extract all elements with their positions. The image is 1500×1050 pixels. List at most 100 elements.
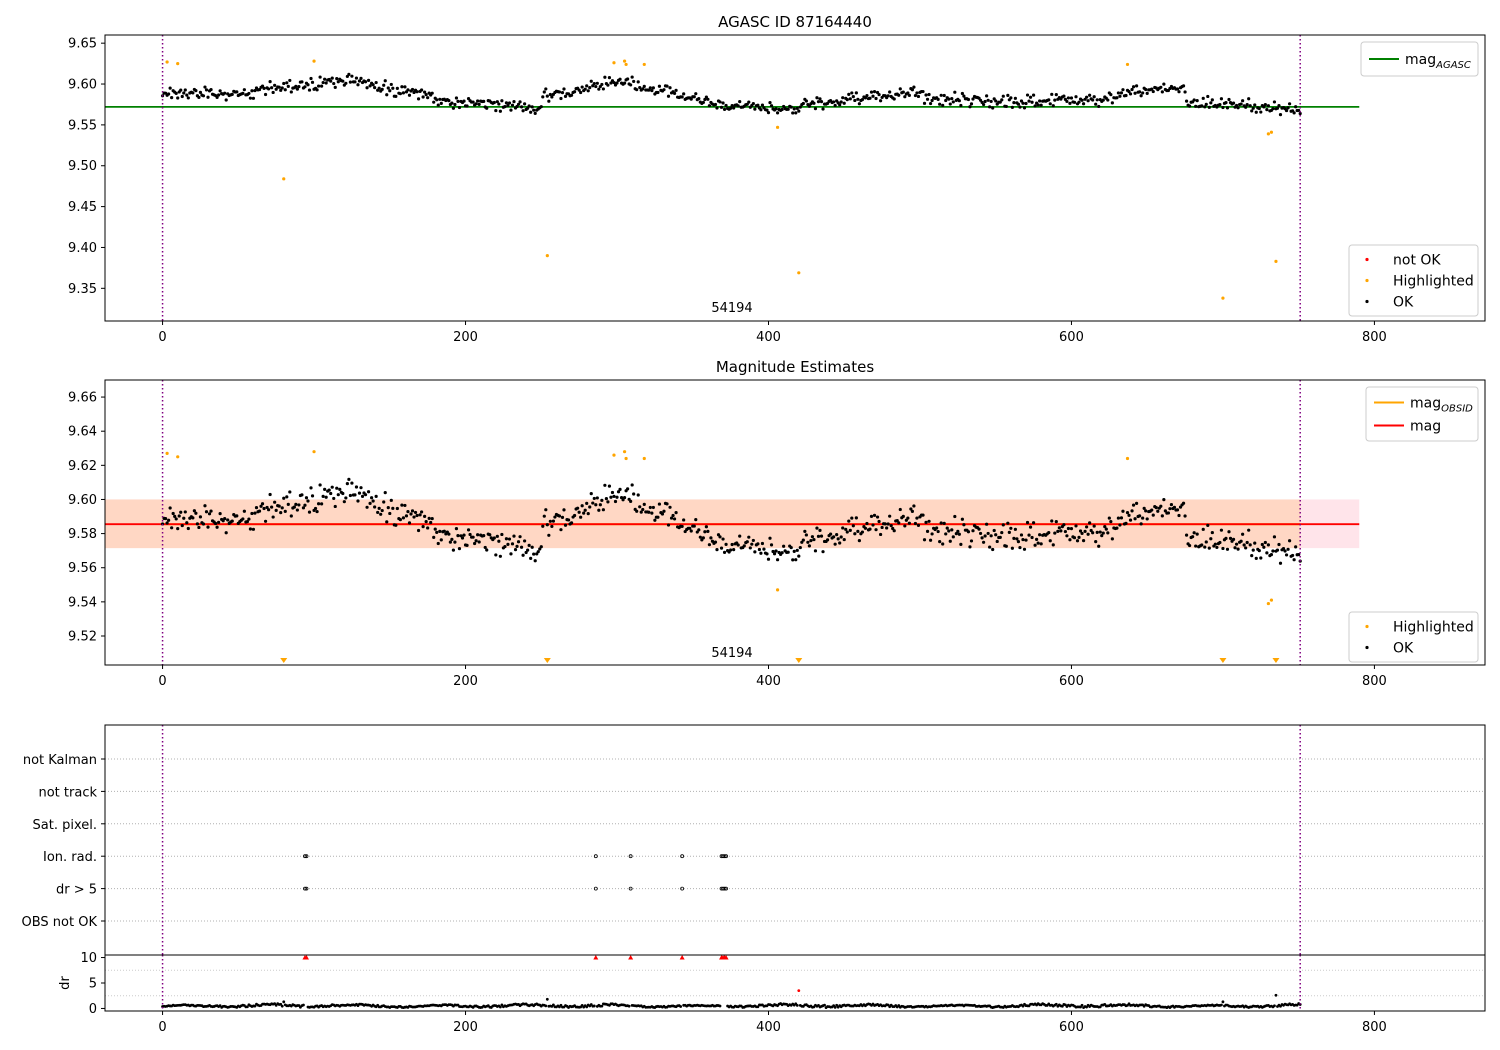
- ok-point: [671, 513, 675, 518]
- ok-point: [359, 486, 363, 490]
- ok-point: [786, 550, 790, 554]
- ok-point: [722, 107, 727, 111]
- ok-point: [1206, 523, 1210, 528]
- ok-point: [510, 542, 515, 546]
- ok-point: [751, 102, 755, 106]
- ok-point: [803, 529, 807, 533]
- dr-point: [797, 989, 801, 993]
- ok-point: [180, 523, 184, 528]
- ok-point: [170, 95, 174, 100]
- ok-point: [665, 84, 669, 88]
- ok-point: [985, 522, 989, 526]
- highlighted-point: [545, 254, 549, 258]
- ok-point: [804, 533, 808, 537]
- ok-point: [1018, 545, 1022, 550]
- ok-point: [423, 514, 427, 518]
- ok-point: [439, 101, 443, 105]
- ok-point: [453, 540, 457, 544]
- ok-point: [672, 91, 677, 95]
- ok-point: [736, 104, 740, 108]
- ok-point: [1030, 535, 1034, 540]
- ok-point: [1086, 532, 1090, 536]
- ok-point: [1133, 517, 1137, 521]
- ok-point: [1104, 527, 1108, 531]
- ok-point: [912, 504, 916, 508]
- ok-point: [365, 505, 369, 509]
- dr-point: [1220, 1003, 1223, 1007]
- ok-point: [909, 507, 913, 511]
- magnitude-estimates-panel: Magnitude Estimates 0 200 400 600 800 9.52 9.5…: [68, 358, 1486, 689]
- ok-point: [569, 93, 574, 97]
- ok-point: [730, 542, 734, 547]
- ok-point: [260, 84, 265, 88]
- ok-point: [572, 513, 577, 518]
- ok-point: [672, 517, 677, 521]
- ok-point: [901, 514, 905, 518]
- ok-point: [1009, 526, 1013, 530]
- ok-point: [391, 506, 395, 510]
- ok-point: [756, 103, 760, 107]
- ok-point: [1000, 530, 1004, 535]
- ok-point: [863, 96, 868, 100]
- ok-point: [589, 492, 593, 496]
- y-tick-label: 10: [80, 951, 97, 966]
- x-tick-label: 800: [1362, 674, 1387, 689]
- ok-point: [318, 75, 322, 79]
- ok-point: [377, 506, 381, 510]
- ok-point: [883, 522, 887, 526]
- ok-point: [653, 518, 657, 522]
- flag-point: [722, 854, 727, 859]
- ok-point: [928, 101, 933, 106]
- off-scale-marker: [543, 658, 551, 663]
- ok-point: [1065, 534, 1069, 538]
- ok-point: [182, 91, 186, 95]
- ok-point: [532, 108, 536, 112]
- ok-point: [563, 523, 568, 527]
- ok-point: [813, 107, 818, 111]
- ok-point: [898, 87, 902, 91]
- ok-point: [586, 89, 590, 93]
- y-tick-label: 9.66: [68, 391, 97, 406]
- x-tick-label: 800: [1362, 1020, 1387, 1035]
- ok-point: [924, 520, 928, 524]
- ok-point: [1025, 520, 1030, 525]
- ok-point: [503, 544, 507, 549]
- legend-marker-swatch: [1365, 624, 1369, 629]
- ok-point: [1131, 503, 1136, 507]
- y-tick-label: 9.64: [68, 425, 97, 440]
- ok-point: [1092, 95, 1096, 99]
- ok-point: [1254, 556, 1258, 560]
- panel-2-title: Magnitude Estimates: [716, 358, 874, 376]
- ok-point: [878, 532, 883, 537]
- ok-point: [983, 99, 987, 104]
- ok-point: [1231, 101, 1236, 105]
- legend-entry-label: Highlighted: [1393, 620, 1474, 636]
- ok-point: [401, 91, 406, 95]
- ok-point: [709, 536, 713, 540]
- ok-point: [330, 76, 334, 80]
- ok-point: [792, 107, 796, 111]
- ok-point: [572, 90, 577, 94]
- ok-point: [850, 91, 854, 95]
- ok-point: [560, 515, 565, 519]
- ok-point: [492, 536, 496, 540]
- flag-point: [628, 886, 633, 891]
- ok-point: [969, 539, 974, 543]
- ok-point: [383, 491, 387, 495]
- legend-marker-swatch: [1365, 257, 1369, 262]
- ok-point: [373, 505, 377, 509]
- ok-point: [1166, 511, 1171, 515]
- ok-point: [992, 528, 996, 533]
- legend-box: [1360, 41, 1479, 77]
- ok-point: [280, 506, 284, 510]
- ok-point: [609, 495, 613, 499]
- ok-point: [1200, 104, 1204, 108]
- ok-point: [1056, 529, 1060, 533]
- ok-point: [474, 539, 478, 543]
- ok-point: [1128, 92, 1133, 96]
- ok-point: [798, 545, 802, 550]
- ok-point: [1139, 94, 1143, 98]
- dr-point: [498, 1005, 502, 1009]
- ok-point: [1077, 100, 1081, 104]
- ok-point: [250, 511, 254, 516]
